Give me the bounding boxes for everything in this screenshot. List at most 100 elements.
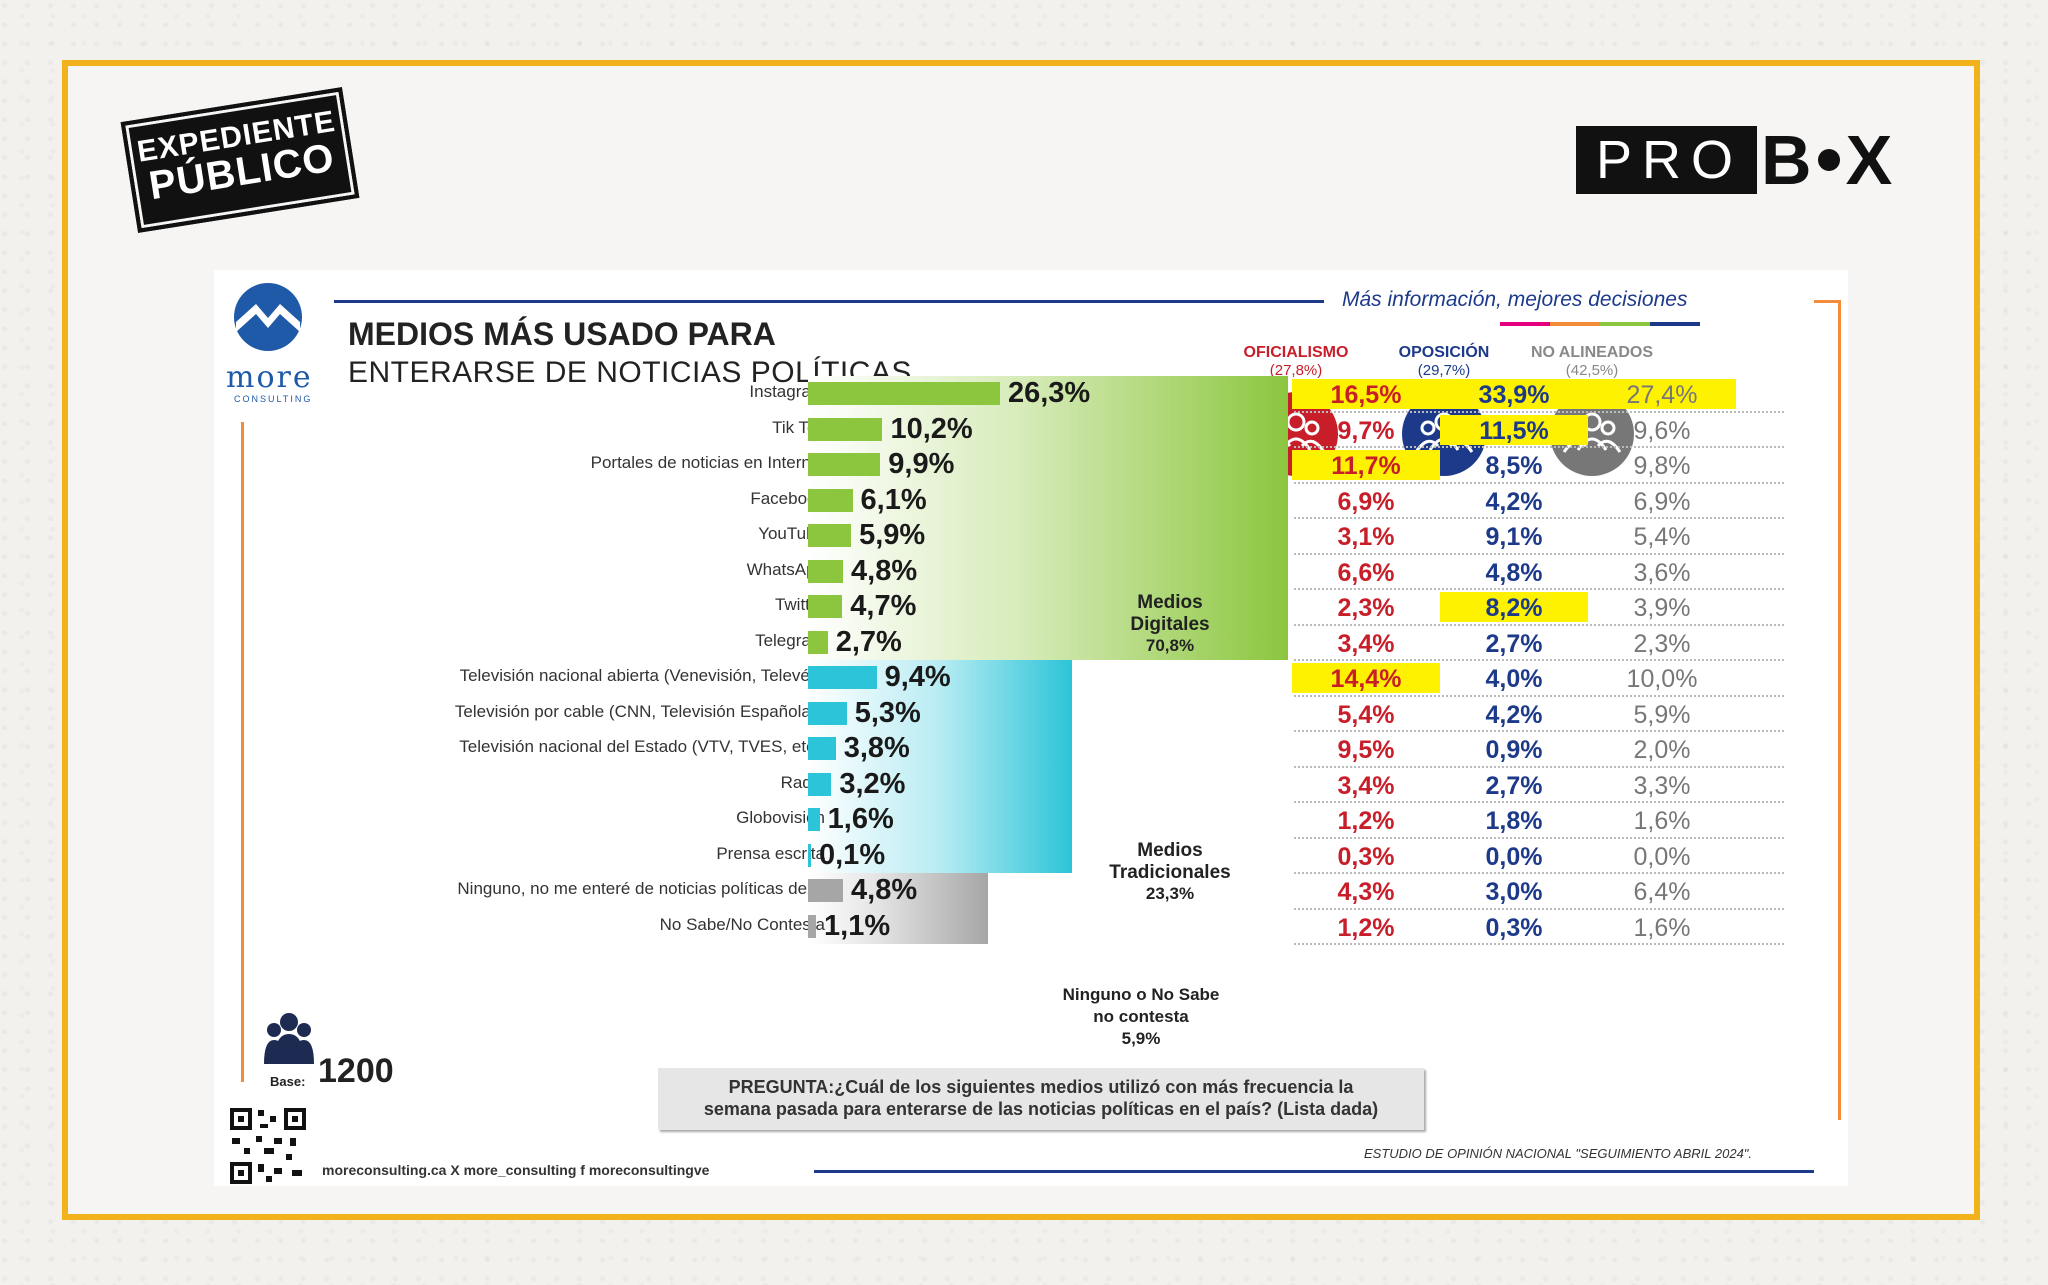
qr-code-icon <box>230 1108 306 1184</box>
row-separator <box>1294 872 1784 874</box>
bar-value-label: 5,3% <box>854 696 921 729</box>
row-separator <box>1294 943 1784 945</box>
table-cell: 2,7% <box>1485 771 1543 800</box>
category-label: Globovisión <box>736 808 825 827</box>
bar-value-label: 4,8% <box>851 874 918 906</box>
table-cell: 11,7% <box>1292 450 1440 480</box>
table-cell: 6,9% <box>1337 487 1395 516</box>
table-cell: 14,4% <box>1292 663 1440 693</box>
category-label: Televisión por cable (CNN, Televisión Es… <box>454 701 825 721</box>
group-label-none: Ninguno o No Sabe no contesta 5,9% <box>1036 984 1246 1050</box>
question-box: PREGUNTA:¿Cuál de los siguientes medios … <box>658 1068 1424 1130</box>
bottom-rule <box>814 1170 1814 1173</box>
group-name-2: Digitales <box>1130 614 1210 635</box>
probox-dot-icon <box>1817 149 1840 171</box>
table-cell: 3,0% <box>1485 878 1543 906</box>
col-name: OFICIALISMO <box>1243 344 1349 361</box>
group-band-digital <box>808 376 1288 660</box>
category-label: Portales de noticias en Internet <box>590 453 825 472</box>
table-cell: 0,3% <box>1337 842 1395 871</box>
question-line1: PREGUNTA:¿Cuál de los siguientes medios … <box>728 1077 1354 1097</box>
category-label: Ninguno, no me enteré de noticias políti… <box>457 879 825 898</box>
right-orange-rule <box>1838 300 1841 1120</box>
category-label: Televisión nacional del Estado (VTV, TVE… <box>459 737 825 756</box>
probox-logo: PRO B X <box>1576 121 1892 199</box>
infographic-card: Más información, mejores decisiones more… <box>214 270 1848 1186</box>
group-name: Ninguno o No Sabe <box>1062 985 1220 1004</box>
table-cell: 8,5% <box>1485 452 1543 480</box>
table-cell: 10,0% <box>1626 665 1698 693</box>
row-separator <box>1294 446 1784 448</box>
row-separator <box>1294 552 1784 555</box>
category-label: WhatsApp <box>746 559 825 579</box>
category-label: Prensa escrita <box>716 843 825 863</box>
category-label: Televisión nacional abierta (Venevisión,… <box>459 666 825 685</box>
bar <box>808 737 836 760</box>
row-separator <box>1294 481 1784 484</box>
table-cell: 9,8% <box>1633 452 1691 480</box>
bar-value-label: 3,2% <box>839 767 906 800</box>
table-cell: 3,1% <box>1337 523 1395 551</box>
bar-value-label: 9,4% <box>884 661 951 693</box>
bar-value-label: 6,1% <box>860 483 927 516</box>
slogan: Más información, mejores decisiones <box>1342 288 1688 311</box>
table-cell: 9,5% <box>1337 736 1395 764</box>
row-separator <box>1294 659 1784 661</box>
probox-b: B <box>1761 121 1812 199</box>
table-cell: 9,6% <box>1633 416 1691 445</box>
probox-pro: PRO <box>1576 126 1758 194</box>
table-cell: 3,3% <box>1633 771 1691 800</box>
bar-value-label: 4,8% <box>851 554 918 587</box>
row-separator <box>1294 801 1784 803</box>
table-cell: 0,3% <box>1485 913 1543 942</box>
base-value: 1200 <box>318 1052 394 1090</box>
bar <box>808 417 883 441</box>
col-head-oficialismo: OFICIALISMO (27,8%) <box>1216 344 1376 379</box>
table-cell: 3,4% <box>1337 629 1395 658</box>
bar-value-label: 26,3% <box>1007 377 1091 409</box>
bar-value-label: 3,8% <box>843 732 910 764</box>
table-cell: 2,3% <box>1633 629 1691 658</box>
group-value: 70,8% <box>1145 636 1195 655</box>
question-line2: semana pasada para enterarse de las noti… <box>703 1099 1379 1119</box>
row-separator <box>1294 730 1784 732</box>
table-cell: 5,9% <box>1633 700 1691 729</box>
group-name: Medios <box>1137 840 1203 861</box>
table-cell: 33,9% <box>1440 379 1588 409</box>
row-separator <box>1294 694 1784 697</box>
row-separator <box>1294 410 1784 413</box>
table-cell: 2,3% <box>1337 594 1395 622</box>
bar <box>808 559 844 583</box>
left-orange-rule <box>241 422 244 1082</box>
probox-x: X <box>1845 121 1893 199</box>
slogan-color-bars <box>1500 322 1700 326</box>
bar <box>808 382 1000 405</box>
category-label: Instagram <box>749 382 825 401</box>
bar-value-label: 2,7% <box>835 625 902 658</box>
row-separator <box>1294 836 1784 839</box>
table-cell: 1,2% <box>1337 913 1395 942</box>
bar <box>808 808 820 831</box>
category-label: Telegram <box>755 630 825 650</box>
table-cell: 1,6% <box>1633 807 1691 835</box>
table-cell: 4,2% <box>1485 700 1543 729</box>
bar-value-label: 4,7% <box>850 590 917 622</box>
social-links: moreconsulting.ca X more_consulting f mo… <box>322 1162 710 1178</box>
col-head-oposicion: OPOSICIÓN (29,7%) <box>1364 344 1524 379</box>
table-cell: 4,3% <box>1337 878 1395 906</box>
table-cell: 8,2% <box>1440 592 1588 622</box>
brand-sub: CONSULTING <box>234 394 313 404</box>
base-label: Base: <box>270 1074 306 1089</box>
table-cell: 9,1% <box>1485 523 1543 551</box>
table-cell: 2,0% <box>1633 736 1691 764</box>
col-share: (42,5%) <box>1565 362 1619 379</box>
group-name-2: Tradicionales <box>1109 862 1231 883</box>
table-cell: 3,4% <box>1337 771 1395 800</box>
bar-value-label: 5,9% <box>859 519 926 551</box>
col-share: (27,8%) <box>1269 362 1323 379</box>
bar <box>808 772 832 796</box>
table-cell: 5,4% <box>1633 523 1691 551</box>
people-icon <box>264 1013 314 1064</box>
table-cell: 11,5% <box>1440 414 1588 445</box>
bar-value-label: 9,9% <box>888 448 955 480</box>
